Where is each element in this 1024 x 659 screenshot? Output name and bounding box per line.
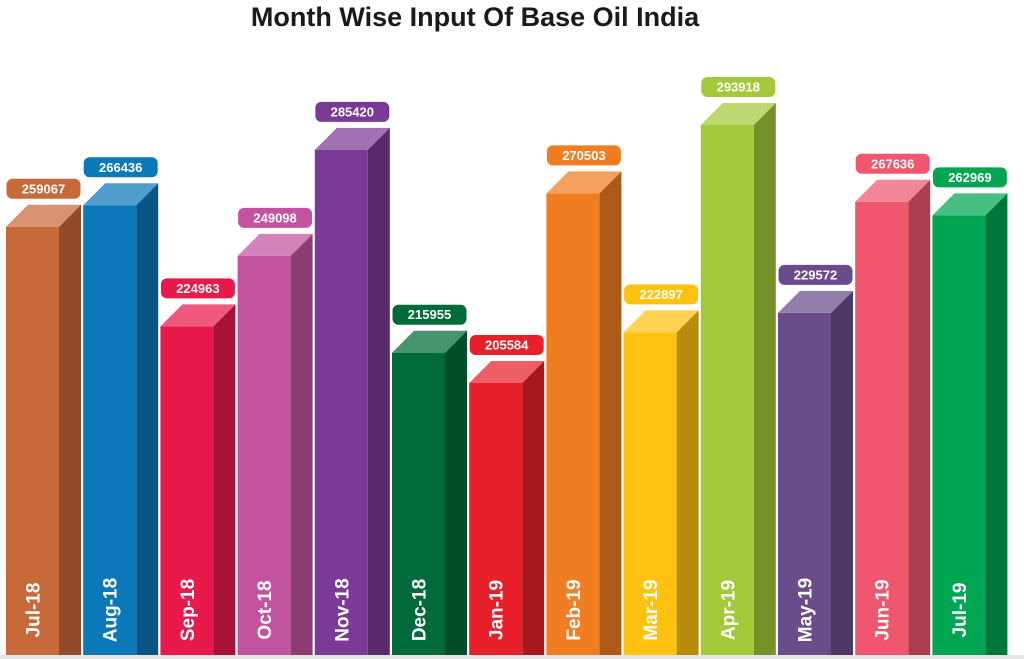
bar-side-face [831, 290, 853, 655]
bar-top-face [700, 103, 776, 125]
bar-side-face [985, 193, 1008, 656]
bar-front-face [83, 205, 137, 655]
bar-front-face [392, 352, 445, 655]
bar-aug-18: 266436 Aug-18 [83, 157, 159, 655]
category-label: Mar-19 [641, 579, 662, 640]
category-label: Jul-18 [24, 583, 45, 638]
bar-side-face [367, 127, 390, 656]
bar-feb-19: 270503 Feb-19 [546, 145, 622, 655]
bar-side-face [59, 204, 81, 655]
bar-top-face [392, 330, 467, 353]
floor-shadow [0, 655, 1024, 659]
bar-oct-18: 249098 Oct-18 [237, 207, 313, 656]
category-label: Feb-19 [564, 579, 585, 640]
bar-front-face [160, 326, 214, 655]
bar-jun-19: 267636 Jun-19 [855, 153, 931, 655]
value-label-box [469, 335, 544, 355]
category-label: Nov-18 [332, 578, 353, 641]
chart-title: Month Wise Input Of Base Oil India [250, 2, 700, 32]
value-label-box [778, 264, 853, 285]
bar-front-face [778, 312, 831, 655]
value-label-box [6, 178, 81, 199]
value-label-box [932, 167, 1007, 188]
bar-side-face [908, 179, 931, 655]
bar-side-face [676, 310, 699, 655]
bar-jul-19: 262969 Jul-19 [932, 167, 1008, 656]
category-label: Jun-19 [873, 579, 894, 640]
value-label-box [392, 304, 467, 325]
value-label-box [855, 153, 930, 174]
bar-top-face [469, 361, 545, 383]
value-label-box [624, 284, 699, 305]
value-label: 266436 [99, 160, 142, 175]
category-label: Oct-18 [255, 580, 276, 639]
bar-front-face [700, 125, 754, 655]
bar-front-face [469, 383, 523, 655]
bar-jul-18: 259067 Jul-18 [6, 178, 81, 655]
bar-front-face [546, 193, 600, 655]
value-label: 262969 [948, 170, 991, 185]
bar-side-face [599, 171, 622, 655]
value-label: 222897 [639, 287, 682, 302]
bar-dec-18: 215955 Dec-18 [392, 304, 467, 655]
value-label-box [701, 77, 776, 97]
value-label-box [546, 145, 621, 166]
bar-side-face [753, 103, 776, 655]
value-label: 215955 [408, 307, 451, 322]
bar-front-face [237, 255, 291, 656]
value-label: 293918 [717, 80, 760, 95]
category-label: Apr-19 [718, 580, 739, 640]
bar-side-face [445, 330, 467, 655]
bar-top-face [314, 127, 390, 150]
bar-top-face [932, 193, 1008, 216]
bar-top-face [237, 233, 313, 256]
bar-mar-19: 222897 Mar-19 [623, 284, 699, 655]
value-label-box [83, 157, 158, 178]
value-label-box [238, 207, 313, 228]
category-label: Sep-18 [178, 579, 199, 641]
value-label: 205584 [485, 338, 529, 353]
category-label: Jul-19 [950, 583, 971, 638]
value-label: 270503 [562, 148, 605, 163]
bar-front-face [314, 149, 368, 656]
bar-front-face [932, 215, 986, 656]
bar-front-face [623, 332, 677, 655]
bar-apr-19: 293918 Apr-19 [700, 77, 776, 655]
bar-nov-18: 285420 Nov-18 [314, 101, 390, 656]
bar-front-face [855, 201, 909, 655]
bar-may-19: 229572 May-19 [778, 264, 853, 655]
bar-top-face [546, 171, 622, 194]
value-label: 259067 [22, 181, 65, 196]
bar-top-face [778, 290, 853, 313]
bar-front-face [6, 226, 59, 655]
category-label: Dec-18 [410, 579, 431, 641]
value-label-box [160, 278, 235, 299]
value-label: 267636 [871, 156, 914, 171]
bar-top-face [6, 204, 81, 227]
bar-sep-18: 224963 Sep-18 [160, 278, 236, 655]
category-label: Jan-19 [487, 580, 508, 640]
bar-top-face [855, 179, 931, 202]
bar-side-face [213, 304, 236, 655]
bar-side-face [522, 361, 545, 655]
bar-top-face [160, 304, 236, 327]
category-label: May-19 [796, 578, 817, 642]
category-label: Aug-18 [101, 578, 122, 642]
value-label: 285420 [331, 104, 374, 119]
bar-side-face [290, 233, 313, 656]
bar-side-face [136, 183, 159, 655]
bar-jan-19: 205584 Jan-19 [469, 335, 545, 655]
value-label-box [315, 101, 390, 122]
value-label: 249098 [253, 210, 296, 225]
value-label: 229572 [794, 267, 837, 282]
value-label: 224963 [176, 281, 219, 296]
bar-top-face [623, 310, 699, 333]
bar-top-face [83, 183, 159, 206]
